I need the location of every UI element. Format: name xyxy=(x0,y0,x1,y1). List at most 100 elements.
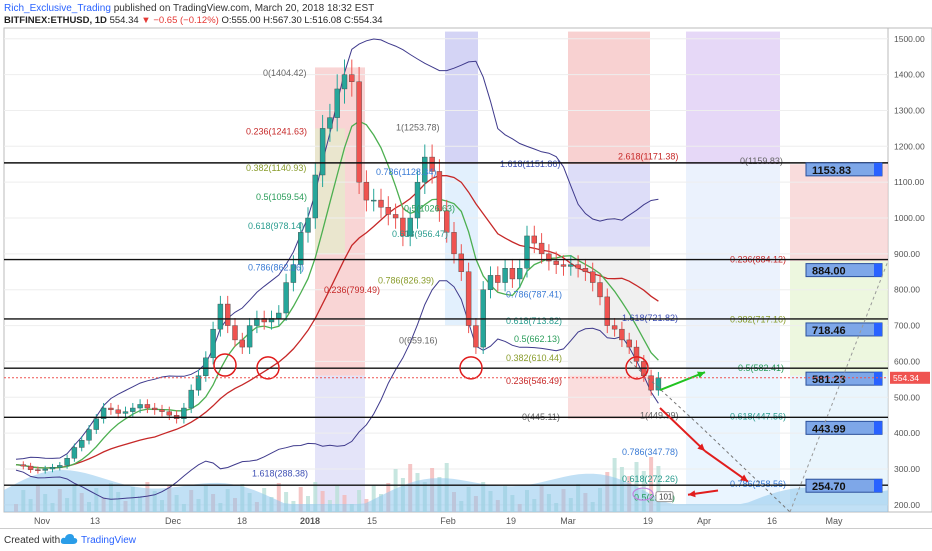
volume-bar xyxy=(649,457,654,512)
fib-label: 0.786(258.56) xyxy=(730,479,786,489)
candle xyxy=(538,242,545,255)
fib-label: 0.786(787.41) xyxy=(506,289,562,299)
candle xyxy=(283,282,289,314)
level-box-accent xyxy=(874,263,882,277)
level-box-accent xyxy=(874,479,882,493)
candle xyxy=(232,325,238,341)
candle xyxy=(568,264,574,267)
fib-label: 0.786(862.26) xyxy=(248,262,304,272)
fib-label: 0.5(1059.54) xyxy=(256,192,307,202)
ohlc-values: O:555.00 H:567.30 L:516.08 C:554.34 xyxy=(221,15,383,26)
candle xyxy=(392,214,399,219)
candle xyxy=(575,264,581,269)
down-arrow-head xyxy=(740,474,748,482)
fib-label: 1.618(1151.86) xyxy=(500,159,560,169)
candle xyxy=(604,296,610,326)
y-tick-label: 1200.00 xyxy=(894,141,925,151)
candle xyxy=(122,411,129,414)
candle xyxy=(224,303,231,326)
candle xyxy=(531,235,537,244)
candle xyxy=(458,253,464,272)
x-tick-label: 15 xyxy=(367,516,377,526)
level-box-accent xyxy=(874,372,882,386)
y-tick-label: 1400.00 xyxy=(894,70,925,80)
y-tick-label: 400.00 xyxy=(894,428,920,438)
down-arrow xyxy=(704,450,749,483)
level-box-accent xyxy=(874,322,882,336)
x-tick-label: Dec xyxy=(165,516,182,526)
candle xyxy=(502,268,508,283)
volume-circle xyxy=(632,487,654,501)
candle xyxy=(27,465,34,470)
level-label: 443.99 xyxy=(812,423,846,435)
fib-label: 0(1159.83) xyxy=(740,156,783,166)
author-link[interactable]: Rich_Exclusive_Trading xyxy=(4,3,111,14)
candle xyxy=(181,407,187,419)
fib-label: 0.618(956.47) xyxy=(392,229,448,239)
candle xyxy=(108,407,114,411)
up-arrow-head xyxy=(697,371,705,379)
candle xyxy=(582,268,589,272)
x-tick-label: Mar xyxy=(560,516,576,526)
candle xyxy=(42,468,48,471)
fib-zone xyxy=(568,31,650,165)
candle xyxy=(407,217,413,237)
chart-header: Rich_Exclusive_Trading published on Trad… xyxy=(4,2,374,15)
fib-label: 0.786(1128.34) xyxy=(376,167,436,177)
volume-bar xyxy=(342,495,347,512)
y-tick-label: 800.00 xyxy=(894,285,920,295)
volume-bar xyxy=(276,483,281,512)
volume-bar xyxy=(298,487,303,512)
tradingview-brand[interactable]: TradingView xyxy=(81,535,137,546)
fib-label: 0(659.16) xyxy=(399,335,438,345)
candle xyxy=(130,407,136,412)
candle xyxy=(517,268,523,280)
candle xyxy=(166,411,173,416)
candle xyxy=(71,447,78,459)
fib-label: 0.618(713.82) xyxy=(506,316,562,326)
candle xyxy=(400,217,406,237)
candle xyxy=(217,303,224,330)
volume-bar xyxy=(656,466,661,512)
fib-label: 0.382(610.44) xyxy=(506,353,562,363)
symbol-name: BITFINEX:ETHUSD, 1D xyxy=(4,15,107,26)
candle xyxy=(378,199,384,208)
candle xyxy=(78,440,85,448)
last-price-tag xyxy=(890,371,930,384)
candle xyxy=(115,409,121,414)
volume-bar xyxy=(313,482,318,512)
support-circle xyxy=(459,356,483,380)
candle xyxy=(385,207,391,215)
down-arrow xyxy=(659,407,706,452)
candle xyxy=(524,235,530,269)
candle xyxy=(137,404,143,409)
level-label: 718.46 xyxy=(812,325,846,337)
volume-badge-label: 101 xyxy=(659,493,673,502)
candle xyxy=(195,375,202,391)
fib-zone xyxy=(790,164,888,262)
x-tick-label: 13 xyxy=(90,516,100,526)
candle xyxy=(64,458,70,466)
candle xyxy=(590,271,596,283)
candle xyxy=(560,264,567,267)
y-tick-label: 500.00 xyxy=(894,392,920,402)
y-tick-label: 300.00 xyxy=(894,464,920,474)
candle xyxy=(633,346,640,362)
moving-average-red xyxy=(15,175,659,469)
projection-line xyxy=(789,260,889,513)
price-change: ▼ −0.65 (−0.12%) xyxy=(141,15,219,26)
support-circle xyxy=(256,356,280,380)
candle xyxy=(655,377,662,391)
candle xyxy=(436,171,443,212)
fib-label: 1(1253.78) xyxy=(396,122,440,132)
support-circle xyxy=(213,353,237,377)
x-tick-label: May xyxy=(825,516,843,526)
y-tick-label: 600.00 xyxy=(894,356,920,366)
candle xyxy=(429,156,435,172)
level-box-accent xyxy=(874,421,882,435)
price-chart[interactable]: 0(1404.42) 0.236(1241.63) 0.382(1140.93) 0.… xyxy=(0,0,932,528)
down-arrow-head xyxy=(697,443,705,452)
level-label: 581.23 xyxy=(812,374,846,386)
fib-label: 0.786(826.39) xyxy=(378,275,434,285)
y-tick-label: 1300.00 xyxy=(894,105,925,115)
